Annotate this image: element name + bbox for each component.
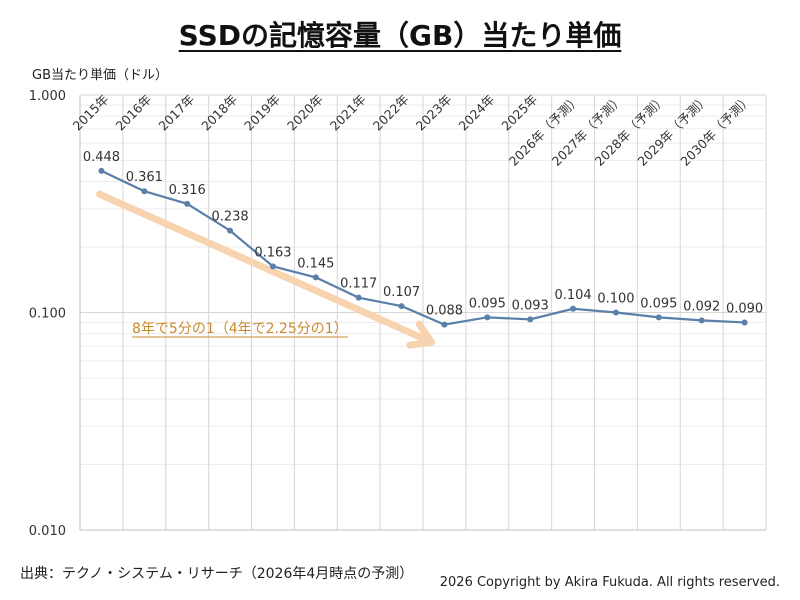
data-point [484, 314, 491, 321]
data-point [184, 200, 191, 207]
data-point [741, 319, 748, 326]
x-tick-label: 2018年 [198, 92, 240, 134]
data-point [655, 314, 662, 321]
data-series [98, 167, 748, 328]
data-point [269, 263, 276, 270]
y-axis-ticks: 1.000 0.100 0.010 [29, 89, 66, 539]
data-label: 0.361 [126, 170, 163, 185]
source-note: 出典：テクノ・システム・リサーチ（2026年4月時点の予測） [20, 566, 414, 582]
data-label: 0.090 [726, 301, 763, 316]
data-point [141, 188, 148, 195]
copyright-note: 2026 Copyright by Akira Fukuda. All righ… [439, 575, 780, 590]
data-labels: 0.448 0.361 0.316 0.238 0.163 0.145 0.117 0.107… [83, 150, 763, 319]
x-tick-label: 2019年 [241, 92, 283, 134]
vertical-gridlines [79, 95, 767, 531]
data-point [98, 167, 105, 174]
data-label: 0.088 [426, 304, 463, 319]
x-tick-label: 2024年 [455, 92, 497, 134]
x-tick-label: 2025年 [498, 92, 540, 134]
data-label: 0.316 [169, 183, 206, 198]
y-axis-label: GB当たり単価（ドル） [32, 68, 168, 83]
data-label: 0.095 [640, 296, 677, 311]
x-tick-label: 2022年 [370, 92, 412, 134]
data-point [441, 321, 448, 328]
data-label: 0.100 [597, 292, 634, 307]
data-point [570, 305, 577, 312]
data-label: 0.117 [340, 277, 377, 292]
data-label: 0.448 [83, 150, 120, 165]
data-label: 0.093 [512, 298, 549, 313]
data-point [312, 274, 319, 281]
data-label: 0.238 [211, 210, 248, 225]
annotation-text: 8年で5分の1（4年で2.25分の1） [132, 321, 348, 337]
x-tick-label: 2023年 [413, 92, 455, 134]
x-tick-label: 2020年 [284, 92, 326, 134]
trend-arrow-head [406, 320, 436, 349]
data-point [355, 294, 362, 301]
y-tick-label: 1.000 [29, 89, 66, 104]
data-point [227, 227, 234, 234]
x-tick-label: 2021年 [327, 92, 369, 134]
data-label: 0.104 [554, 288, 591, 303]
series-line [100, 169, 745, 326]
data-point [698, 317, 705, 324]
data-label: 0.095 [469, 296, 506, 311]
y-tick-label: 0.010 [29, 524, 66, 539]
chart-title: SSDの記憶容量（GB）当たり単価 [178, 19, 622, 52]
data-point [612, 309, 619, 316]
annotation: 8年で5分の1（4年で2.25分の1） [132, 321, 348, 338]
x-axis-labels: 2015年 2016年 2017年 2018年 2019年 2020年 2021年 2022年… [70, 92, 755, 169]
trend-arrow [95, 190, 436, 349]
data-label: 0.092 [683, 299, 720, 314]
y-tick-label: 0.100 [29, 307, 66, 322]
data-label: 0.107 [383, 285, 420, 300]
trend-arrow-shaft [95, 190, 436, 346]
data-label: 0.163 [254, 245, 291, 260]
x-tick-label: 2017年 [155, 92, 197, 134]
x-tick-label: 2015年 [70, 92, 112, 134]
data-label: 0.145 [297, 256, 334, 271]
line-chart: 1.000 0.100 0.010 2015年 2016年 2017年 2018年 2019… [29, 89, 767, 539]
data-point [398, 303, 405, 310]
data-point [527, 316, 534, 323]
x-tick-label: 2016年 [112, 92, 154, 134]
